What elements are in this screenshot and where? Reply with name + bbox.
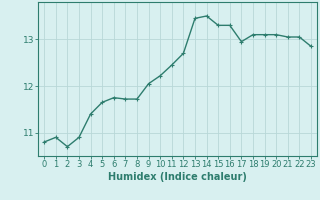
X-axis label: Humidex (Indice chaleur): Humidex (Indice chaleur) [108,172,247,182]
